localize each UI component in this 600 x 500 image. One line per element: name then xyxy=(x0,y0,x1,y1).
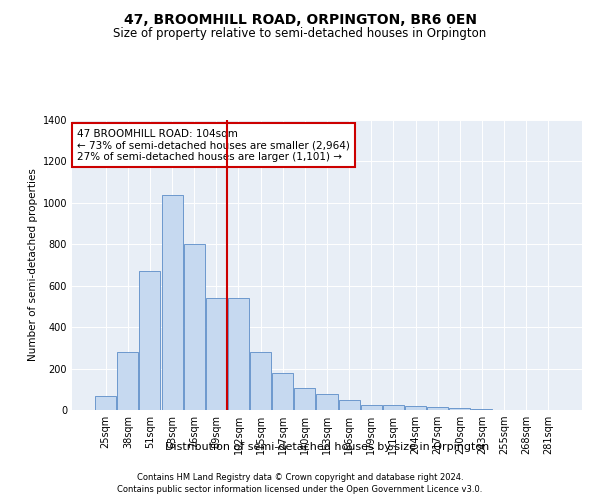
Bar xyxy=(184,244,205,410)
Bar xyxy=(250,352,271,410)
Text: Size of property relative to semi-detached houses in Orpington: Size of property relative to semi-detach… xyxy=(113,28,487,40)
Y-axis label: Number of semi-detached properties: Number of semi-detached properties xyxy=(28,168,38,362)
Bar xyxy=(118,352,139,410)
Text: 47, BROOMHILL ROAD, ORPINGTON, BR6 0EN: 47, BROOMHILL ROAD, ORPINGTON, BR6 0EN xyxy=(124,12,476,26)
Bar xyxy=(295,388,316,410)
Bar xyxy=(95,396,116,410)
Bar xyxy=(449,408,470,410)
Bar xyxy=(338,400,359,410)
Bar xyxy=(361,405,382,410)
Bar xyxy=(206,298,227,410)
Bar xyxy=(427,407,448,410)
Text: Contains HM Land Registry data © Crown copyright and database right 2024.: Contains HM Land Registry data © Crown c… xyxy=(137,473,463,482)
Text: 47 BROOMHILL ROAD: 104sqm
← 73% of semi-detached houses are smaller (2,964)
27% : 47 BROOMHILL ROAD: 104sqm ← 73% of semi-… xyxy=(77,128,350,162)
Text: Distribution of semi-detached houses by size in Orpington: Distribution of semi-detached houses by … xyxy=(165,442,489,452)
Bar xyxy=(316,394,338,410)
Bar xyxy=(228,298,249,410)
Bar xyxy=(472,409,493,410)
Bar xyxy=(272,372,293,410)
Bar xyxy=(405,406,426,410)
Text: Contains public sector information licensed under the Open Government Licence v3: Contains public sector information licen… xyxy=(118,484,482,494)
Bar xyxy=(139,271,160,410)
Bar xyxy=(383,405,404,410)
Bar xyxy=(161,194,182,410)
